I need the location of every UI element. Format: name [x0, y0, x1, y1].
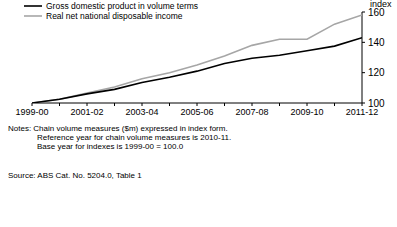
x-tick — [197, 103, 198, 106]
x-tick — [32, 103, 33, 106]
x-tick-label: 2007-08 — [235, 107, 268, 117]
x-tick — [252, 103, 253, 106]
note: Base year for indexes is 1999-00 = 100.0 — [37, 142, 184, 151]
y-tick — [362, 42, 365, 43]
y-axis — [362, 12, 363, 103]
series-line — [32, 38, 362, 103]
x-tick — [59, 103, 60, 106]
x-tick — [362, 103, 363, 106]
legend-swatch — [24, 15, 42, 17]
legend-label: Gross domestic product in volume terms — [46, 1, 198, 11]
y-tick — [362, 72, 365, 73]
x-tick — [307, 103, 308, 106]
x-tick — [279, 103, 280, 106]
legend-swatch — [24, 5, 42, 7]
y-tick — [362, 12, 365, 13]
y-tick-label: 120 — [368, 67, 385, 78]
note: Notes: Chain volume measures ($m) expres… — [8, 124, 228, 133]
legend-label: Real net national disposable income — [46, 11, 183, 21]
x-tick-label: 2005-06 — [180, 107, 213, 117]
x-tick-label: 2011-12 — [346, 107, 378, 117]
series-line — [32, 15, 362, 103]
y-tick-label: 140 — [368, 37, 385, 48]
x-tick — [87, 103, 88, 106]
y-label: index — [370, 0, 392, 9]
x-tick-label: 2001-02 — [70, 107, 103, 117]
x-tick-label: 1999-00 — [15, 107, 48, 117]
x-tick — [334, 103, 335, 106]
note: Reference year for chain volume measures… — [37, 133, 231, 142]
x-tick — [142, 103, 143, 106]
x-tick — [169, 103, 170, 106]
x-tick — [224, 103, 225, 106]
x-tick-label: 2009-10 — [290, 107, 323, 117]
chart: 100120140160index1999-002001-022003-0420… — [0, 0, 397, 227]
x-tick-label: 2003-04 — [125, 107, 158, 117]
source: Source: ABS Cat. No. 5204.0, Table 1 — [8, 171, 142, 180]
x-tick — [114, 103, 115, 106]
plot-area — [32, 15, 362, 103]
